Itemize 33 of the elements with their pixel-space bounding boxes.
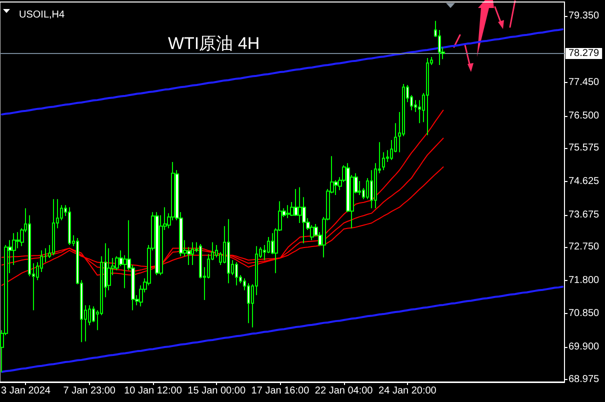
candlestick	[286, 204, 290, 219]
candlestick	[155, 212, 159, 276]
y-tick-label: 76.500	[568, 110, 600, 122]
y-tick-label: 73.675	[568, 209, 600, 220]
candlestick	[382, 152, 385, 171]
candlestick	[227, 218, 230, 284]
x-tick-label: 10 Jan 12:00	[124, 386, 182, 396]
x-tick-label: 15 Jan 00:00	[188, 386, 246, 396]
candlestick	[191, 242, 194, 266]
y-tick-label: 69.900	[568, 341, 600, 352]
y-tick-label: 79.350	[568, 10, 600, 22]
y-tick-label: 70.850	[568, 308, 600, 320]
ref-line-label: 78.279	[568, 48, 600, 59]
y-tick-label: 71.800	[568, 274, 600, 286]
x-tick-label: 3 Jan 2024	[0, 386, 51, 396]
text: WTI原油 4H	[168, 34, 260, 53]
x-tick-label: 22 Jan 04:00	[314, 386, 374, 396]
text: USOIL,H4	[19, 10, 66, 20]
line-series	[0, 286, 564, 373]
candlestick	[247, 282, 250, 324]
candlestick	[68, 206, 71, 246]
y-tick-label: 77.450	[568, 77, 600, 88]
line-series	[0, 28, 564, 116]
y-tick-label: 75.575	[568, 142, 600, 154]
candlestick	[426, 58, 429, 136]
y-tick-label: 74.625	[568, 176, 600, 187]
candlestick	[52, 198, 55, 256]
x-tick-label: 7 Jan 23:00	[63, 386, 116, 396]
y-tick-label: 72.750	[568, 242, 600, 253]
y-tick-label: 68.975	[568, 374, 600, 385]
x-tick-label: 24 Jan 20:00	[378, 386, 437, 396]
candlestick	[235, 262, 238, 286]
x-tick-label: 17 Jan 16:00	[251, 386, 310, 396]
